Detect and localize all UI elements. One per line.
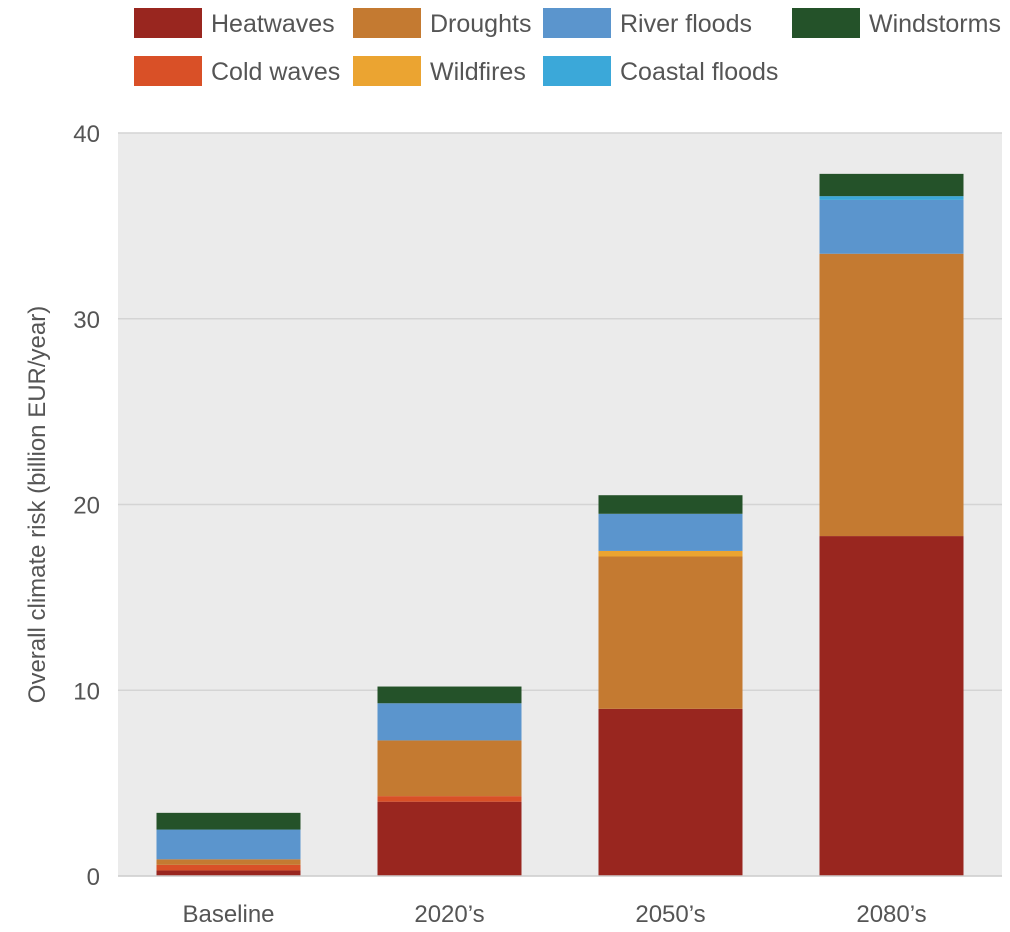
x-tick-label: 2080’s [856, 901, 926, 927]
bar-segment [598, 556, 743, 709]
bar-segment [598, 513, 743, 551]
legend-label: Cold waves [211, 58, 340, 86]
legend-swatch [134, 8, 202, 38]
x-tick-label: 2050’s [635, 901, 705, 927]
bar-segment [598, 495, 743, 514]
bar-segment [156, 829, 301, 860]
bar-segment [819, 173, 964, 197]
legend: Heatwaves Droughts River floods Windstorms C… [134, 8, 1001, 86]
legend-swatch [543, 56, 611, 86]
y-tick-label: 10 [73, 678, 100, 705]
x-tick-label: Baseline [182, 901, 274, 927]
bar-segment [819, 196, 964, 200]
axes: 0 10 20 30 40 Baseline 2020’s 2050’s 2080’s [73, 121, 1002, 928]
y-tick-label: 0 [87, 864, 100, 891]
bar-segment [819, 536, 964, 876]
x-tick-label: 2020’s [414, 901, 484, 927]
legend-label: Coastal floods [620, 58, 778, 86]
y-axis-label: Overall climate risk (billion EUR/year) [24, 306, 51, 703]
bar-segment [156, 859, 301, 865]
bar-segment [819, 253, 964, 537]
legend-label: Heatwaves [211, 10, 335, 38]
y-tick-label: 40 [73, 121, 100, 148]
legend-label: Droughts [430, 10, 531, 38]
bar-segment [377, 796, 522, 802]
legend-swatch [792, 8, 860, 38]
bars [156, 173, 964, 876]
legend-swatch [134, 56, 202, 86]
bar-segment [598, 550, 743, 557]
legend-label: Wildfires [430, 58, 526, 86]
bar-segment [156, 812, 301, 830]
bar-segment [598, 708, 743, 876]
bar-segment [377, 740, 522, 797]
bar-segment [156, 870, 301, 876]
legend-swatch [543, 8, 611, 38]
bar-segment [377, 686, 522, 704]
legend-label: River floods [620, 10, 752, 38]
legend-label: Windstorms [869, 10, 1001, 38]
y-tick-label: 20 [73, 493, 100, 520]
bar-segment [819, 199, 964, 254]
legend-swatch [353, 56, 421, 86]
bar-segment [377, 703, 522, 741]
bar-segment [377, 801, 522, 876]
y-tick-label: 30 [73, 307, 100, 334]
legend-swatch [353, 8, 421, 38]
bar-segment [156, 864, 301, 871]
